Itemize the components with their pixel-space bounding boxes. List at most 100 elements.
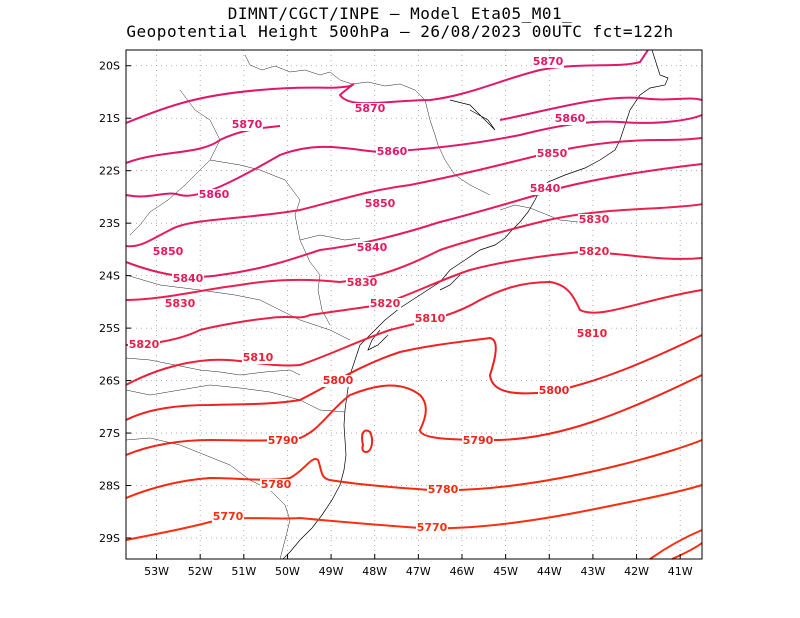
lon-tick-label: 41W — [668, 565, 693, 578]
contour-label-bg — [532, 56, 564, 68]
contour-5870 — [125, 49, 649, 124]
contour-label-5780: 5780 — [428, 483, 459, 496]
contour-label-bg — [346, 277, 378, 289]
contour-label-5780: 5780 — [261, 478, 292, 491]
contour-label-bg — [128, 339, 160, 351]
axis-ticks: 53W 52W 51W 50W 49W 48W 47W 46W 45W 44W 43W 42W 41W 2… — [99, 60, 693, 578]
contour-label-bg — [462, 435, 494, 447]
contour-label-5860: 5860 — [199, 188, 230, 201]
contour-label-5860: 5860 — [555, 112, 586, 125]
contour-label-5800: 5800 — [323, 374, 354, 387]
lat-tick-label: 25S — [99, 322, 120, 335]
lon-tick-label: 45W — [493, 565, 518, 578]
contour-label-5870: 5870 — [355, 102, 386, 115]
contour-label-bg — [416, 522, 448, 534]
lon-tick-label: 47W — [406, 565, 431, 578]
lat-tick-label: 21S — [99, 112, 120, 125]
lon-tick-label: 50W — [275, 565, 300, 578]
contour-label-5830: 5830 — [165, 297, 196, 310]
contour-5770 — [125, 484, 703, 541]
coastline — [282, 49, 669, 560]
lon-tick-label: 42W — [624, 565, 649, 578]
lat-tick-label: 22S — [99, 165, 120, 178]
contour-5750 — [671, 542, 703, 560]
contour-5840 — [125, 163, 703, 278]
contour-label-5790: 5790 — [463, 434, 494, 447]
contour-5800 — [125, 334, 703, 421]
contour-5850 — [125, 137, 703, 248]
contour-5810 — [125, 280, 703, 386]
contour-5870c — [499, 96, 703, 121]
contour-label-5810: 5810 — [577, 327, 608, 340]
contour-label-5810: 5810 — [243, 351, 274, 364]
contour-5760 — [649, 529, 703, 560]
contour-label-5840: 5840 — [357, 241, 388, 254]
map-title-line1: DIMNT/CGCT/INPE — Model Eta05_M01_ — [227, 4, 573, 23]
contour-label-bg — [536, 148, 568, 160]
contour-label-bg — [198, 189, 230, 201]
contour-label-5810: 5810 — [415, 312, 446, 325]
contour-label-bg — [364, 198, 396, 210]
contour-label-5850: 5850 — [365, 197, 396, 210]
contour-labels: 5870 5870 5870 5860 5860 5860 5850 5850 5850 5840… — [128, 55, 610, 534]
contour-label-5850: 5850 — [537, 147, 568, 160]
lon-tick-label: 53W — [144, 565, 169, 578]
contour-label-5850: 5850 — [153, 245, 184, 258]
contour-5870b — [125, 125, 281, 164]
contour-label-bg — [242, 352, 274, 364]
lat-tick-label: 27S — [99, 427, 120, 440]
contour-label-bg — [212, 511, 244, 523]
grid-lines — [126, 50, 702, 559]
contour-label-5840: 5840 — [530, 182, 561, 195]
contour-label-5800: 5800 — [539, 384, 570, 397]
contour-label-bg — [578, 246, 610, 258]
contour-label-bg — [152, 246, 184, 258]
lat-tick-label: 26S — [99, 375, 120, 388]
contour-label-5820: 5820 — [129, 338, 160, 351]
contour-label-5860: 5860 — [377, 145, 408, 158]
contour-label-bg — [356, 242, 388, 254]
contour-label-5770: 5770 — [213, 510, 244, 523]
contour-5790b — [361, 429, 374, 454]
contour-label-5790: 5790 — [268, 434, 299, 447]
contour-label-bg — [578, 214, 610, 226]
contour-label-bg — [267, 435, 299, 447]
lat-tick-label: 24S — [99, 270, 120, 283]
contour-label-bg — [369, 298, 401, 310]
contour-label-bg — [554, 113, 586, 125]
lon-tick-label: 43W — [580, 565, 605, 578]
contour-label-5870: 5870 — [533, 55, 564, 68]
map-title-line2: Geopotential Height 500hPa — 26/08/2023 … — [126, 22, 674, 41]
contour-label-5830: 5830 — [347, 276, 378, 289]
lon-tick-label: 48W — [362, 565, 387, 578]
contour-label-bg — [322, 375, 354, 387]
contour-label-5840: 5840 — [173, 272, 204, 285]
contour-5790 — [125, 374, 703, 456]
contour-label-bg — [231, 119, 263, 131]
contour-label-5820: 5820 — [579, 245, 610, 258]
height-contours — [125, 49, 703, 560]
lon-tick-label: 52W — [188, 565, 213, 578]
contour-label-bg — [376, 146, 408, 158]
plot-frame — [125, 49, 703, 560]
contour-label-bg — [576, 328, 608, 340]
contour-label-bg — [164, 298, 196, 310]
lon-tick-label: 46W — [450, 565, 475, 578]
lat-tick-label: 29S — [99, 532, 120, 545]
lat-tick-label: 28S — [99, 480, 120, 493]
contour-label-5820: 5820 — [370, 297, 401, 310]
contour-label-5770: 5770 — [417, 521, 448, 534]
contour-5830 — [125, 203, 703, 301]
contour-label-bg — [538, 385, 570, 397]
contour-label-bg — [354, 103, 386, 115]
contour-label-5870: 5870 — [232, 118, 263, 131]
contour-label-5830: 5830 — [579, 213, 610, 226]
lon-tick-label: 49W — [319, 565, 344, 578]
contour-5780 — [125, 439, 703, 499]
lat-tick-label: 23S — [99, 217, 120, 230]
contour-label-bg — [260, 479, 292, 491]
contour-label-bg — [427, 484, 459, 496]
lon-tick-label: 44W — [537, 565, 562, 578]
contour-label-bg — [172, 273, 204, 285]
